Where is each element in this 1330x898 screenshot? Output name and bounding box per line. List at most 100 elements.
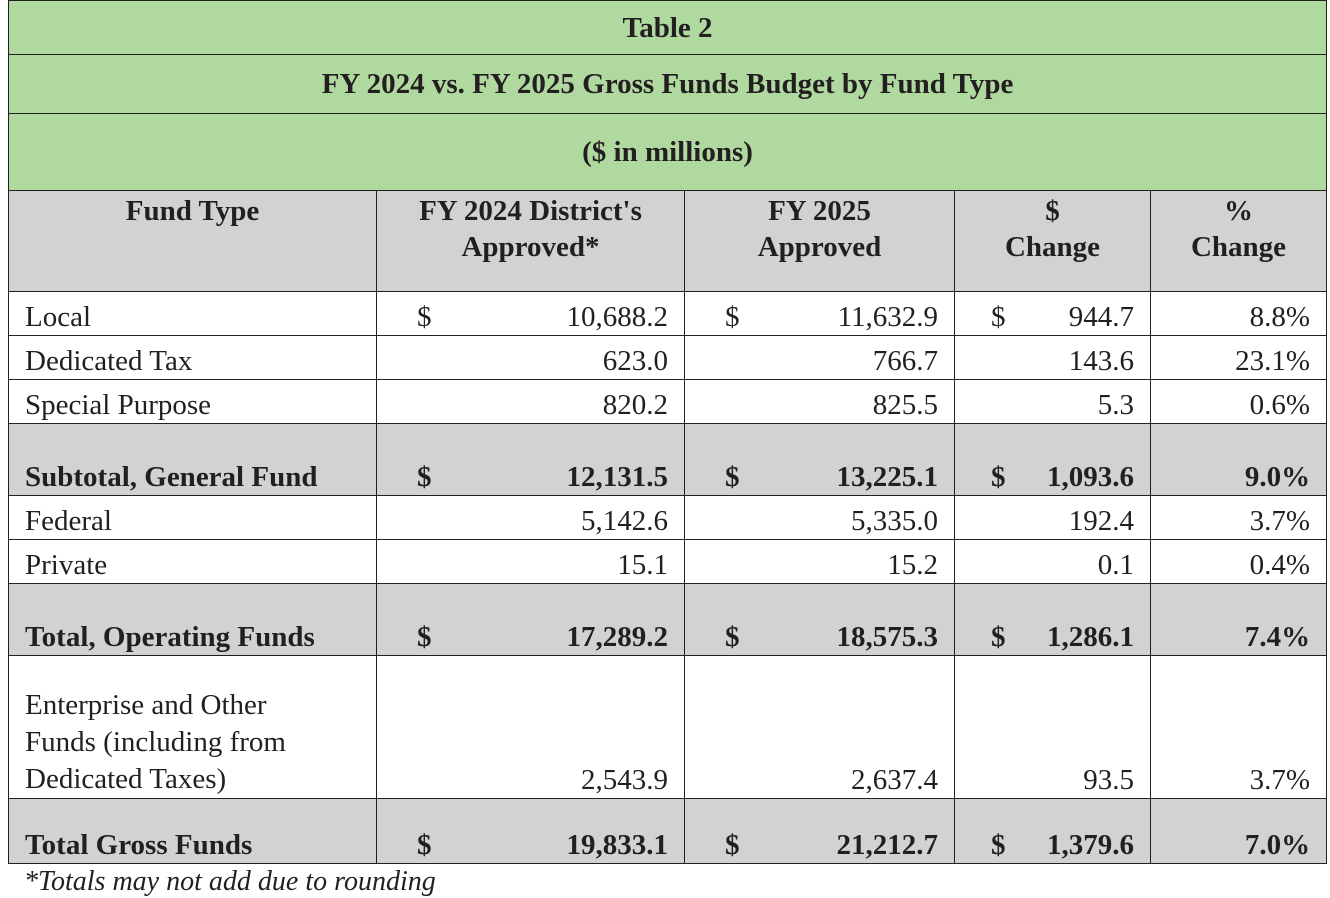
currency-symbol: $: [725, 301, 740, 333]
fy2024-cell: 2,543.9: [376, 655, 685, 799]
table-title-row: FY 2024 vs. FY 2025 Gross Funds Budget b…: [7, 54, 1328, 114]
fy2025-value: 18,575.3: [836, 621, 939, 653]
fy2024-value: 623.0: [602, 345, 668, 377]
row-label: Total Gross Funds: [8, 798, 377, 864]
header-fy2025: FY 2025 Approved: [684, 190, 955, 292]
currency-symbol: $: [417, 461, 432, 493]
fy2024-value: 10,688.2: [566, 301, 669, 333]
fy2025-cell: 825.5: [684, 379, 955, 424]
subtotal-row: Total, Operating Funds $ 17,289.2 $ 18,5…: [8, 583, 1328, 656]
pct-change-value: 7.4%: [1149, 583, 1328, 656]
row-label: Special Purpose: [8, 379, 377, 424]
budget-table: Table 2 FY 2024 vs. FY 2025 Gross Funds …: [7, 0, 1328, 864]
table-row: Enterprise and Other Funds (including fr…: [8, 655, 1328, 799]
fy2025-cell: $ 13,225.1: [684, 423, 955, 496]
unit-note-row: ($ in millions): [7, 113, 1328, 191]
change-cell: 192.4: [954, 495, 1151, 540]
fy2024-value: 5,142.6: [581, 505, 668, 537]
fy2024-value: 12,131.5: [566, 461, 669, 493]
currency-symbol: $: [725, 829, 740, 861]
fy2024-value: 820.2: [602, 389, 668, 421]
fy2024-value: 2,543.9: [581, 764, 668, 796]
fy2025-value: 21,212.7: [836, 829, 939, 861]
pct-change-value: 23.1%: [1149, 335, 1328, 380]
fy2024-cell: $ 17,289.2: [376, 583, 685, 656]
currency-symbol: $: [417, 301, 432, 333]
column-header-row: Fund Type FY 2024 District's Approved* F…: [8, 190, 1328, 292]
row-label-line2: Funds (including from: [25, 726, 286, 758]
fy2024-cell: 820.2: [376, 379, 685, 424]
header-fy2025-line1: FY 2025: [768, 195, 871, 227]
table-row: Private 15.1 15.2 0.1 0.4%: [8, 539, 1328, 584]
currency-symbol: $: [991, 461, 1006, 493]
pct-change-value: 8.8%: [1149, 291, 1328, 336]
table-row: Dedicated Tax 623.0 766.7 143.6 23.1%: [8, 335, 1328, 380]
table-caption-row: Table 2: [7, 0, 1328, 55]
change-value: 5.3: [1097, 389, 1134, 421]
fy2025-value: 13,225.1: [836, 461, 939, 493]
footnote: *Totals may not add due to rounding: [24, 866, 436, 897]
fy2025-value: 825.5: [872, 389, 938, 421]
change-value: 944.7: [1068, 301, 1134, 333]
fy2025-cell: $ 18,575.3: [684, 583, 955, 656]
change-value: 93.5: [1083, 764, 1134, 796]
fy2024-cell: 15.1: [376, 539, 685, 584]
change-value: 1,093.6: [1047, 461, 1134, 493]
fy2025-value: 2,637.4: [851, 764, 938, 796]
change-cell: 5.3: [954, 379, 1151, 424]
currency-symbol: $: [991, 829, 1006, 861]
header-pct-line1: %: [1224, 195, 1254, 227]
row-label: Local: [8, 291, 377, 336]
change-value: 1,286.1: [1047, 621, 1134, 653]
fy2024-cell: 5,142.6: [376, 495, 685, 540]
header-fy2025-line2: Approved: [757, 231, 882, 263]
change-value: 143.6: [1068, 345, 1134, 377]
row-label: Private: [8, 539, 377, 584]
fy2025-cell: 766.7: [684, 335, 955, 380]
header-fund-type: Fund Type: [8, 190, 377, 292]
change-value: 0.1: [1097, 549, 1134, 581]
header-fy2024-line1: FY 2024 District's: [419, 195, 642, 227]
fy2025-value: 15.2: [887, 549, 938, 581]
fy2024-value: 15.1: [617, 549, 668, 581]
table-row: Federal 5,142.6 5,335.0 192.4 3.7%: [8, 495, 1328, 540]
table-caption: Table 2: [7, 0, 1328, 55]
change-cell: $ 1,379.6: [954, 798, 1151, 864]
pct-change-value: 3.7%: [1149, 655, 1328, 799]
change-value: 192.4: [1068, 505, 1134, 537]
fy2025-cell: $ 11,632.9: [684, 291, 955, 336]
fy2024-value: 17,289.2: [566, 621, 669, 653]
currency-symbol: $: [417, 829, 432, 861]
change-cell: 143.6: [954, 335, 1151, 380]
header-dollar-line1: $: [1045, 195, 1060, 227]
header-fund-type-label: Fund Type: [125, 195, 260, 227]
change-value: 1,379.6: [1047, 829, 1134, 861]
header-fy2024-line2: Approved*: [461, 231, 600, 263]
change-cell: 93.5: [954, 655, 1151, 799]
table-title: FY 2024 vs. FY 2025 Gross Funds Budget b…: [7, 54, 1328, 114]
row-label-line1: Enterprise and Other: [25, 689, 267, 721]
header-pct-line2: Change: [1190, 231, 1287, 263]
row-label: Enterprise and Other Funds (including fr…: [8, 655, 377, 799]
fy2024-cell: 623.0: [376, 335, 685, 380]
unit-note: ($ in millions): [7, 113, 1328, 191]
pct-change-value: 9.0%: [1149, 423, 1328, 496]
currency-symbol: $: [417, 621, 432, 653]
fy2025-cell: $ 21,212.7: [684, 798, 955, 864]
fy2025-cell: 15.2: [684, 539, 955, 584]
fy2025-cell: 2,637.4: [684, 655, 955, 799]
fy2024-cell: $ 19,833.1: [376, 798, 685, 864]
fy2025-value: 11,632.9: [837, 301, 938, 333]
pct-change-value: 7.0%: [1149, 798, 1328, 864]
fy2024-value: 19,833.1: [566, 829, 669, 861]
change-cell: $ 944.7: [954, 291, 1151, 336]
total-row: Total Gross Funds $ 19,833.1 $ 21,212.7 …: [8, 798, 1328, 864]
currency-symbol: $: [991, 301, 1006, 333]
header-dollar-line2: Change: [1004, 231, 1101, 263]
change-cell: $ 1,093.6: [954, 423, 1151, 496]
fy2025-cell: 5,335.0: [684, 495, 955, 540]
row-label-line3: Dedicated Taxes): [25, 763, 227, 795]
fy2024-cell: $ 10,688.2: [376, 291, 685, 336]
pct-change-value: 0.4%: [1149, 539, 1328, 584]
table-row: Local $ 10,688.2 $ 11,632.9 $ 944.7 8.8%: [8, 291, 1328, 336]
